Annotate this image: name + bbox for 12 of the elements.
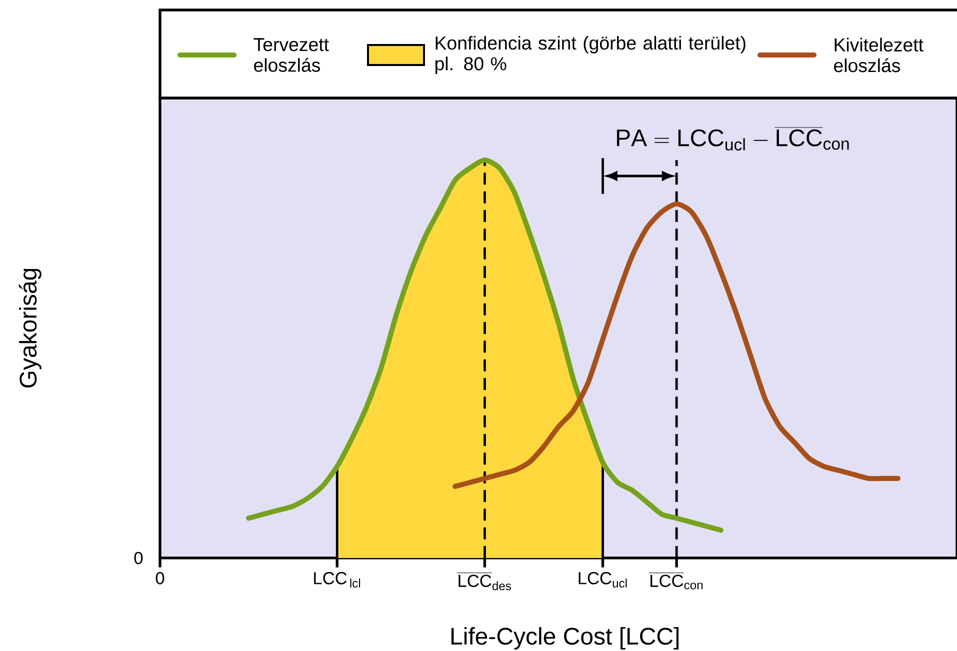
legend-label: Tervezett eloszlás xyxy=(254,38,329,72)
x-tick-label: $\overline{\mathrm{LCC}}_{\mathrm{des}}$ xyxy=(457,572,512,590)
text: 0 xyxy=(134,552,143,564)
x-tick-label: $\overline{\mathrm{LCC}}_{\mathrm{con}}$ xyxy=(649,572,703,590)
x-tick-label: $\mathrm{0}$ xyxy=(156,572,164,584)
y-axis-title: Gyakoriság xyxy=(18,268,42,388)
x-tick-label: $\mathrm{LCC}_{\mathrm{ucl}}$ xyxy=(578,572,627,588)
legend-label: Kivitelezett eloszlás xyxy=(834,38,924,72)
legend-label: Konfidencia szint (görbe alatti terület) pl. 80 % xyxy=(435,36,746,74)
x-tick-label: $\mathrm{LCC}_{\,\mathrm{lcl}}$ xyxy=(314,572,360,588)
x-axis-title: Life-Cycle Cost [LCC] xyxy=(451,627,678,650)
text: $\mathrm{PA} = \mathrm{LCC}_{\mathrm{ucl}} - \overline{\mathrm{LCC}}_{\mathrm{con}}$ xyxy=(617,127,849,151)
